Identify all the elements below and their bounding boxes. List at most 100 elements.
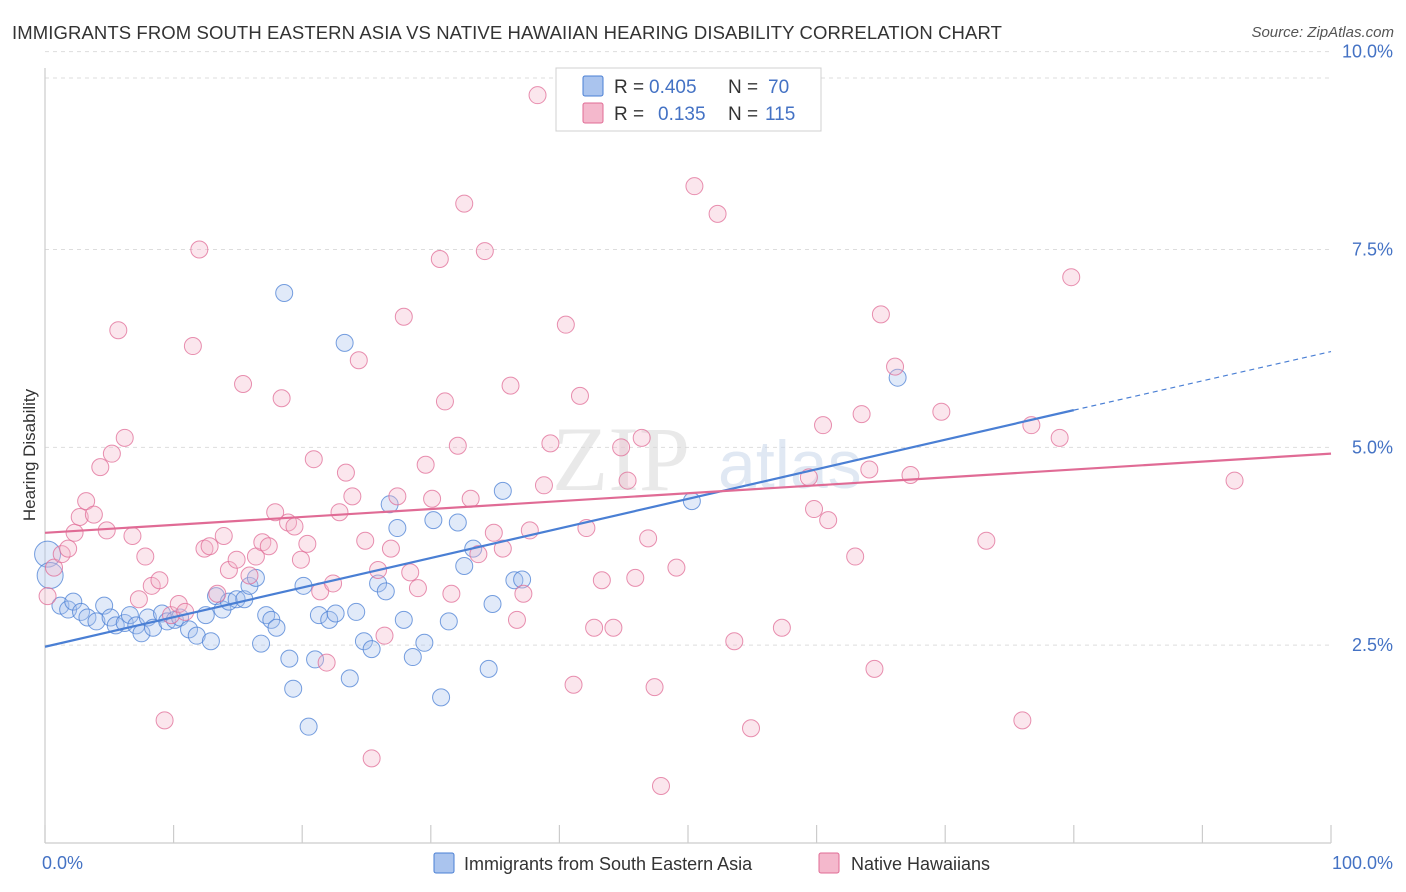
- point-native-hawaiians: [123, 526, 142, 545]
- y-tick-label: 5.0%: [1352, 437, 1393, 457]
- point-native-hawaiians: [272, 389, 291, 408]
- point-immigrants-se-asia: [394, 610, 413, 629]
- point-immigrants-se-asia: [326, 604, 345, 623]
- stats-legend: R = 0.405 N = 70 R = 0.135 N = 115: [555, 67, 822, 132]
- point-native-hawaiians: [324, 574, 343, 593]
- point-native-hawaiians: [852, 405, 871, 424]
- point-native-hawaiians: [475, 242, 494, 261]
- legend-swatch-pink: [582, 102, 604, 124]
- point-native-hawaiians: [155, 711, 174, 730]
- point-immigrants-se-asia: [78, 608, 97, 627]
- legend-r-value-blue: 0.405: [649, 77, 697, 98]
- point-native-hawaiians: [317, 653, 336, 672]
- y-tick-label: 2.5%: [1352, 635, 1393, 655]
- legend-n-value-pink: 115: [765, 104, 795, 125]
- point-native-hawaiians: [38, 587, 57, 606]
- point-native-hawaiians: [886, 357, 905, 376]
- point-immigrants-se-asia: [388, 519, 407, 538]
- point-native-hawaiians: [59, 539, 78, 558]
- point-native-hawaiians: [136, 547, 155, 566]
- point-native-hawaiians: [448, 436, 467, 455]
- legend-n-label-blue: N =: [728, 77, 758, 98]
- point-native-hawaiians: [1062, 268, 1081, 287]
- point-immigrants-se-asia: [340, 669, 359, 688]
- point-immigrants-se-asia: [376, 582, 395, 601]
- point-native-hawaiians: [65, 523, 84, 542]
- trend-line-native-hawaiians: [44, 452, 1332, 534]
- point-native-hawaiians: [534, 476, 553, 495]
- point-immigrants-se-asia: [403, 648, 422, 667]
- x-tick-label-min: 0.0%: [42, 853, 83, 873]
- point-native-hawaiians: [865, 659, 884, 678]
- point-native-hawaiians: [570, 386, 589, 405]
- legend-n-label-pink: N =: [728, 104, 758, 125]
- point-immigrants-se-asia: [34, 540, 62, 568]
- y-tick-label: 10.0%: [1342, 42, 1393, 62]
- point-native-hawaiians: [291, 550, 310, 569]
- legend-r-label-blue: R =: [614, 77, 644, 98]
- point-native-hawaiians: [77, 492, 96, 511]
- point-native-hawaiians: [129, 590, 148, 609]
- point-native-hawaiians: [330, 503, 349, 522]
- point-native-hawaiians: [469, 545, 488, 564]
- trend-line-immigrants-se-asia: [44, 409, 1075, 648]
- point-native-hawaiians: [932, 402, 951, 421]
- y-tick-label: 7.5%: [1352, 239, 1393, 259]
- point-native-hawaiians: [102, 444, 121, 463]
- point-immigrants-se-asia: [87, 612, 106, 631]
- point-native-hawaiians: [860, 460, 879, 479]
- point-immigrants-se-asia: [299, 717, 318, 736]
- point-native-hawaiians: [430, 249, 449, 268]
- point-native-hawaiians: [639, 529, 658, 548]
- point-immigrants-se-asia: [252, 634, 271, 653]
- point-immigrants-se-asia: [448, 513, 467, 532]
- point-native-hawaiians: [618, 471, 637, 490]
- bottom-legend-label-blue: Immigrants from South Eastern Asia: [464, 854, 753, 874]
- point-immigrants-se-asia: [64, 592, 83, 611]
- point-immigrants-se-asia: [493, 481, 512, 500]
- point-native-hawaiians: [240, 566, 259, 585]
- point-native-hawaiians: [266, 503, 285, 522]
- point-native-hawaiians: [645, 678, 664, 697]
- point-native-hawaiians: [977, 531, 996, 550]
- point-native-hawaiians: [285, 517, 304, 536]
- point-native-hawaiians: [195, 539, 214, 558]
- point-native-hawaiians: [176, 602, 195, 621]
- point-immigrants-se-asia: [513, 570, 532, 589]
- point-native-hawaiians: [846, 547, 865, 566]
- point-native-hawaiians: [234, 375, 253, 394]
- point-native-hawaiians: [259, 537, 278, 556]
- point-native-hawaiians: [304, 450, 323, 469]
- point-immigrants-se-asia: [439, 612, 458, 631]
- point-native-hawaiians: [725, 632, 744, 651]
- point-native-hawaiians: [651, 777, 670, 796]
- point-immigrants-se-asia: [284, 679, 303, 698]
- point-native-hawaiians: [632, 428, 651, 447]
- point-native-hawaiians: [461, 489, 480, 508]
- point-native-hawaiians: [871, 305, 890, 324]
- point-native-hawaiians: [507, 610, 526, 629]
- point-native-hawaiians: [109, 321, 128, 340]
- point-native-hawaiians: [455, 194, 474, 213]
- point-immigrants-se-asia: [320, 610, 339, 629]
- point-native-hawaiians: [501, 376, 520, 395]
- point-native-hawaiians: [208, 584, 227, 603]
- point-native-hawaiians: [349, 351, 368, 370]
- point-immigrants-se-asia: [505, 571, 524, 590]
- point-native-hawaiians: [381, 539, 400, 558]
- point-native-hawaiians: [604, 618, 623, 637]
- point-native-hawaiians: [1225, 471, 1244, 490]
- legend-swatch-blue: [582, 75, 604, 97]
- point-native-hawaiians: [435, 392, 454, 411]
- point-native-hawaiians: [772, 618, 791, 637]
- point-native-hawaiians: [814, 416, 833, 435]
- chart-title: IMMIGRANTS FROM SOUTH EASTERN ASIA VS NA…: [12, 22, 1002, 43]
- trend-lines: [44, 350, 1332, 648]
- point-native-hawaiians: [91, 458, 110, 477]
- point-native-hawaiians: [394, 307, 413, 326]
- y-tick-labels: 2.5% 5.0% 7.5% 10.0%: [1342, 42, 1393, 656]
- point-native-hawaiians: [388, 487, 407, 506]
- point-immigrants-se-asia: [275, 284, 294, 303]
- point-native-hawaiians: [227, 550, 246, 569]
- x-tick-label-max: 100.0%: [1332, 853, 1393, 873]
